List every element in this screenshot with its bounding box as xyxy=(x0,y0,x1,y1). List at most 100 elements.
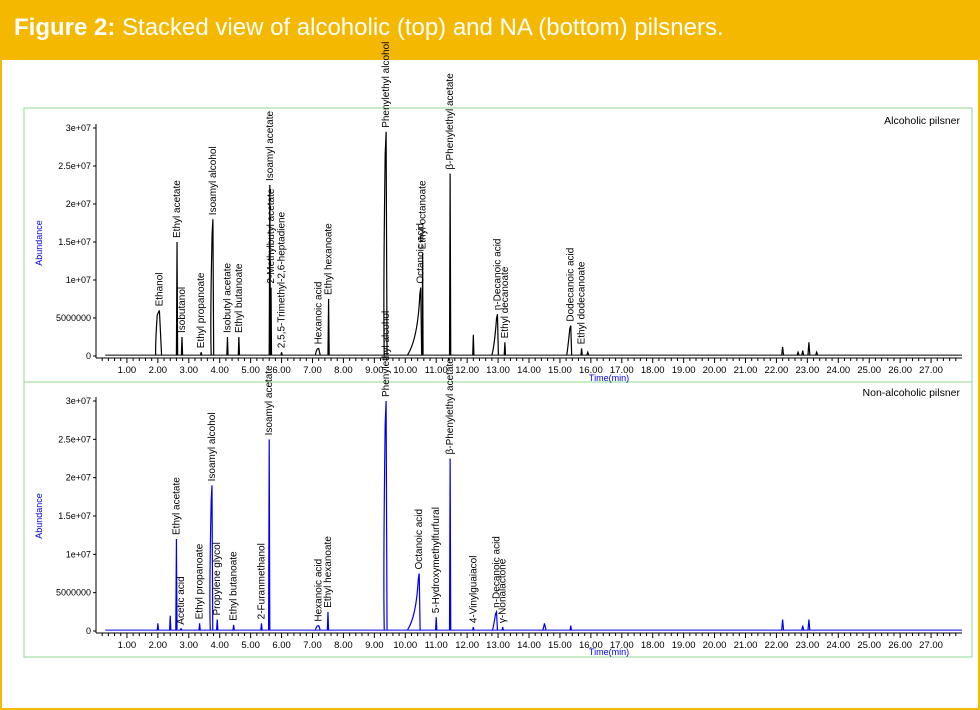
x-tick-label: 21.00 xyxy=(734,640,758,651)
x-tick-label: 27.00 xyxy=(919,365,943,376)
peak-ethyl-hexanoate xyxy=(327,298,330,356)
peak-label: Ethyl hexanoate xyxy=(324,223,335,295)
peak-unlabelled xyxy=(542,623,547,631)
peak-phenylethyl-acetate xyxy=(448,173,452,356)
x-tick-label: 4.00 xyxy=(210,640,229,651)
peak-label: Phenylethyl alcohol xyxy=(381,311,392,397)
peak-label: Isoamyl alcohol xyxy=(208,146,219,215)
figure-caption: Stacked view of alcoholic (top) and NA (… xyxy=(122,14,724,41)
peak-label: Isoamyl acetate xyxy=(264,365,275,435)
x-tick-label: 17.00 xyxy=(610,365,634,376)
x-tick-label: 14.00 xyxy=(517,640,541,651)
y-tick-label: 5000000 xyxy=(56,313,91,323)
x-tick-label: 11.00 xyxy=(425,365,448,376)
peak-label: Hexanoic acid xyxy=(314,559,325,622)
x-tick-label: 21.00 xyxy=(734,365,758,376)
peak-isoamyl-acetate xyxy=(267,439,271,631)
peak-label: Ethyl butanoate xyxy=(234,263,245,333)
peak-octanoic-acid xyxy=(406,573,421,631)
peak-label: Octanoic acid xyxy=(414,509,425,570)
x-tick-label: 20.00 xyxy=(703,365,727,376)
x-tick-label: 7.00 xyxy=(303,365,322,376)
y-tick-label: 1.5e+07 xyxy=(58,511,91,521)
y-tick-label: 2.5e+07 xyxy=(58,434,91,444)
peak-acetic-acid xyxy=(179,627,183,631)
x-tick-label: 18.00 xyxy=(641,365,665,376)
x-tick-label: 13.00 xyxy=(486,365,510,376)
peak-ethyl-octanoate xyxy=(421,253,424,356)
x-tick-label: 23.00 xyxy=(795,640,819,651)
peak-ethyl-propanoate xyxy=(199,352,203,356)
x-tick-label: 5.00 xyxy=(241,640,260,651)
peak-ethyl-butanoate xyxy=(237,336,241,356)
peak-label: Dodecanoic acid xyxy=(566,248,577,322)
peak-label: Ethyl propanoate xyxy=(196,272,207,348)
peak-unlabelled xyxy=(807,342,811,356)
x-tick-label: 3.00 xyxy=(180,640,199,651)
x-tick-label: 13.00 xyxy=(486,640,510,651)
peak-ethyl-butanoate xyxy=(232,624,235,631)
x-tick-label: 24.00 xyxy=(826,365,850,376)
x-tick-label: 8.00 xyxy=(334,365,353,376)
x-tick-label: 8.00 xyxy=(334,640,353,651)
x-tick-label: 16.00 xyxy=(579,640,603,651)
peak-label: Isobutanol xyxy=(177,287,188,333)
peak-isobutanol xyxy=(180,336,184,356)
x-tick-label: 26.00 xyxy=(888,640,912,651)
x-tick-label: 22.00 xyxy=(765,640,789,651)
peak-phenylethyl-alcohol xyxy=(383,131,388,356)
x-tick-label: 19.00 xyxy=(672,640,696,651)
y-axis-label: Abundance xyxy=(34,493,44,539)
y-tick-label: 5000000 xyxy=(56,588,91,598)
peak-label: n-Decanoic acid xyxy=(492,536,503,608)
peak-ethyl-propanoate xyxy=(198,623,201,631)
peak-label: Ethanol xyxy=(154,272,165,306)
x-tick-label: 18.00 xyxy=(641,640,665,651)
x-tick-label: 2.00 xyxy=(149,365,168,376)
peak-ethanol xyxy=(155,310,163,356)
x-axis-label: Time(min) xyxy=(589,647,629,657)
x-tick-label: 26.00 xyxy=(888,365,912,376)
peak-ethyl-acetate xyxy=(175,241,179,356)
peak-2-furanmethanol xyxy=(260,623,263,631)
x-tick-label: 15.00 xyxy=(548,640,572,651)
x-tick-label: 25.00 xyxy=(857,640,881,651)
peak-ethyl-decanoate xyxy=(503,342,507,356)
peak-nonalactone xyxy=(501,627,504,631)
y-tick-label: 2e+07 xyxy=(66,473,91,483)
x-tick-label: 11.00 xyxy=(425,640,448,651)
x-tick-label: 1.00 xyxy=(118,365,137,376)
y-tick-label: 3e+07 xyxy=(66,396,91,406)
peak-propylene-glycol xyxy=(216,619,219,631)
peak-label: β-Phenylethyl acetate xyxy=(445,358,456,455)
peak-label: Ethyl acetate xyxy=(172,180,183,238)
y-tick-label: 1.5e+07 xyxy=(58,237,91,247)
y-axis-label: Abundance xyxy=(34,220,44,266)
peak-label: 2-Methylbutyl acetate xyxy=(266,188,277,283)
peak-label: Ethyl hexanoate xyxy=(323,536,334,608)
x-tick-label: 10.00 xyxy=(393,365,417,376)
peak-unlabelled xyxy=(815,350,819,356)
peak-phenylethyl-alcohol xyxy=(383,400,388,631)
peak-label: Isoamyl alcohol xyxy=(207,412,218,481)
peak-label: Phenylethyl alcohol xyxy=(381,42,392,128)
figure-title: Figure 2: Stacked view of alcoholic (top… xyxy=(14,10,724,46)
x-tick-label: 5.00 xyxy=(241,365,260,376)
peak-label: Hexanoic acid xyxy=(314,282,325,345)
x-tick-label: 22.00 xyxy=(765,365,789,376)
peak-ethyl-hexanoate xyxy=(326,611,330,631)
peak-label: Ethyl butanoate xyxy=(229,551,240,621)
peak-label: 2,5,5-Trimethyl-2,6-heptadiene xyxy=(277,211,288,348)
peak-label: 4-Vinylguaiacol xyxy=(468,556,479,624)
peak-octanoic-acid xyxy=(406,287,423,356)
peak-unlabelled xyxy=(569,625,572,631)
peak-isoamyl-alcohol xyxy=(210,219,215,356)
x-tick-label: 9.00 xyxy=(365,365,384,376)
x-tick-label: 12.00 xyxy=(455,365,479,376)
peak-isobutyl-acetate xyxy=(226,336,229,356)
x-tick-label: 19.00 xyxy=(672,365,696,376)
peak-4-vinylguaiacol xyxy=(472,627,475,631)
peak-2-5-5-trimethyl-2-6-heptadiene xyxy=(280,352,283,356)
peak-label: Ethyl propanoate xyxy=(195,543,206,619)
